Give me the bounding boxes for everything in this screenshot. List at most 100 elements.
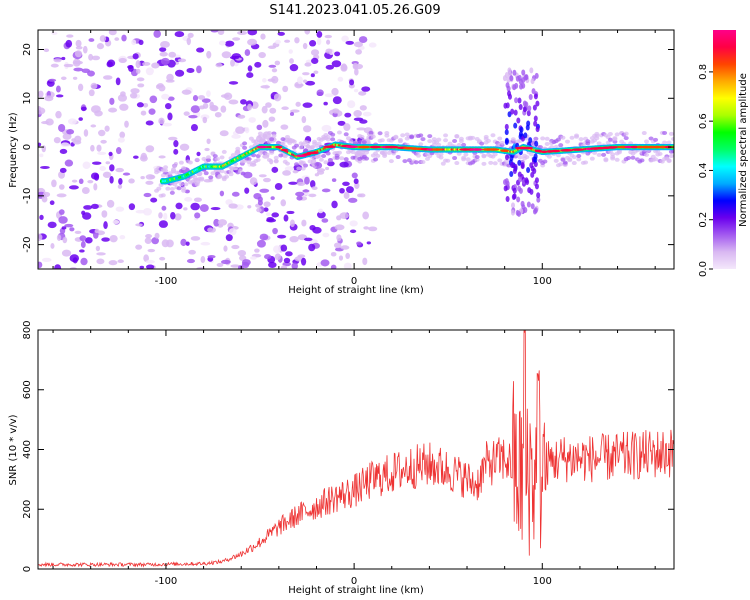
ridge-halo [187,160,193,165]
noise-speckle [170,211,176,220]
noise-speckle [79,249,85,253]
noise-speckle [139,155,148,162]
ridge-halo [418,142,424,147]
ridge-halo [176,186,182,191]
ridge-halo [196,172,202,177]
ridge-halo [610,155,616,160]
noise-speckle [159,256,166,261]
noise-speckle [148,108,156,115]
disturbance-speckle [509,170,514,177]
ridge-halo [163,168,169,173]
noise-speckle [180,238,187,247]
noise-speckle [349,79,355,86]
ridge-halo [555,137,561,142]
noise-speckle [283,214,289,222]
ridge-halo [278,153,284,158]
noise-speckle [44,95,54,102]
noise-speckle [82,212,92,220]
noise-speckle [145,67,154,76]
disturbance-speckle [535,100,540,107]
noise-speckle [38,142,42,147]
ridge-halo [474,157,480,162]
disturbance-speckle [536,192,541,199]
noise-speckle [304,30,311,35]
noise-speckle [231,134,241,139]
ridge-halo [273,159,279,164]
ridge-halo [192,175,198,180]
ridge-halo [607,131,613,136]
colorbar-label: Normalized spectral amplitude [738,73,749,227]
noise-speckle [114,37,120,41]
noise-speckle [181,89,192,95]
spectrogram-x-ticks: -100 0 100 [52,30,656,287]
noise-speckle [294,37,300,44]
ridge-halo [208,175,214,180]
ridge-halo [314,162,320,167]
ridge-halo [594,136,600,141]
ridge-halo [359,134,365,139]
disturbance-speckle [505,196,510,203]
ridge-halo [564,139,570,144]
noise-speckle [38,90,44,98]
noise-speckle [115,206,125,212]
noise-speckle [323,101,328,106]
ridge-halo [400,133,406,138]
noise-speckle [115,147,122,155]
noise-speckle [336,234,342,242]
noise-speckle [312,226,322,234]
ridge-halo [377,131,383,136]
noise-speckle [342,181,350,186]
disturbance-speckle [512,193,517,200]
noise-speckle [272,227,278,235]
noise-speckle [301,115,307,124]
noise-speckle [250,256,257,260]
noise-speckle [96,43,105,50]
noise-speckle [41,195,48,203]
noise-speckle [308,243,316,252]
noise-speckle [158,117,165,125]
ridge-halo [517,155,523,160]
ridge-hotspot [469,148,484,151]
spectrogram-data [38,30,674,269]
noise-speckle [339,187,345,194]
ridge-halo [368,130,374,135]
noise-speckle [160,57,170,66]
noise-speckle [264,254,272,260]
ridge-halo [251,153,257,158]
x-tick-label: -100 [155,276,178,287]
noise-speckle [256,239,266,248]
noise-speckle [160,41,170,48]
disturbance-speckle [531,88,536,95]
ridge-halo [413,160,419,165]
noise-speckle [93,173,100,181]
noise-speckle [161,93,170,100]
noise-speckle [93,183,98,191]
noise-speckle [305,80,316,86]
ridge-halo [490,133,496,138]
ridge-halo [298,145,304,150]
noise-speckle [98,129,106,137]
disturbance-speckle [515,75,520,82]
x-tick-label: 0 [351,576,357,587]
noise-speckle [204,147,210,152]
y-tick-label: -20 [22,236,33,252]
noise-speckle [158,212,163,219]
ridge-halo [255,157,261,162]
ridge-hotspot [384,145,399,149]
ridge-hotspot [521,146,534,150]
noise-speckle [185,241,190,246]
noise-speckle [310,49,320,56]
ridge-halo [499,140,505,145]
disturbance-speckle [518,176,523,183]
noise-speckle [270,196,275,200]
noise-speckle [363,226,369,230]
noise-speckle [56,193,67,198]
noise-speckle [213,168,222,174]
ridge-halo [427,134,433,139]
disturbance-speckle [526,120,531,127]
ridge-halo [291,139,297,144]
noise-speckle [188,115,198,119]
noise-speckle [109,97,115,105]
noise-speckle [139,265,145,269]
ridge-halo [546,154,552,159]
